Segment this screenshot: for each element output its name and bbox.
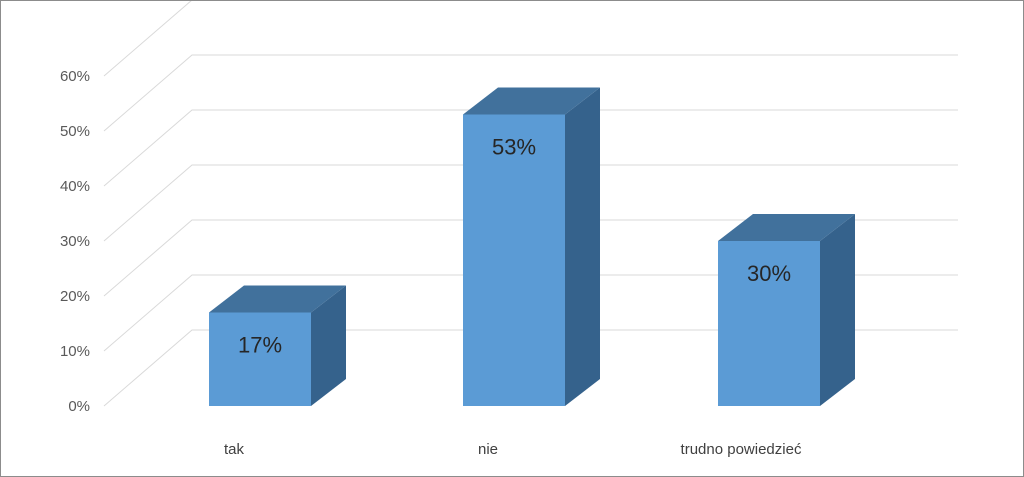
gridline <box>103 1 192 77</box>
y-tick-label: 20% <box>60 288 90 305</box>
data-label: 17% <box>238 333 282 358</box>
data-labels: 17% 53% 30% <box>238 135 791 358</box>
y-tick-label: 10% <box>60 343 90 360</box>
bar-top-face <box>209 285 346 313</box>
y-tick-label: 40% <box>60 178 90 195</box>
bar-front-face <box>463 114 565 406</box>
bar-top-face <box>463 87 600 115</box>
bar-side-face <box>820 214 855 406</box>
y-tick-label: 0% <box>68 398 90 415</box>
y-tick-label: 30% <box>60 233 90 250</box>
bar-side-face <box>311 285 346 406</box>
data-label: 53% <box>492 135 536 160</box>
gridline <box>103 109 958 187</box>
bar-side-face <box>565 87 600 406</box>
category-label: nie <box>478 441 498 458</box>
category-label: tak <box>224 441 245 458</box>
bars <box>209 87 855 406</box>
x-axis-category-labels: tak nie trudno powiedzieć <box>224 441 802 458</box>
bar <box>718 214 855 406</box>
y-tick-label: 50% <box>60 123 90 140</box>
y-axis-tick-labels: 0% 10% 20% 30% 40% 50% 60% <box>60 68 90 415</box>
gridline <box>103 54 958 132</box>
gridline <box>103 274 958 352</box>
bar-front-face <box>209 312 311 406</box>
gridline <box>103 164 958 242</box>
bar-front-face <box>718 241 820 406</box>
gridline <box>103 329 958 407</box>
data-label: 30% <box>747 261 791 286</box>
bar <box>463 87 600 406</box>
bar <box>209 285 346 406</box>
gridlines <box>103 1 958 407</box>
gridline <box>103 219 958 297</box>
y-tick-label: 60% <box>60 68 90 85</box>
category-label: trudno powiedzieć <box>681 441 802 458</box>
bar-top-face <box>718 214 855 241</box>
